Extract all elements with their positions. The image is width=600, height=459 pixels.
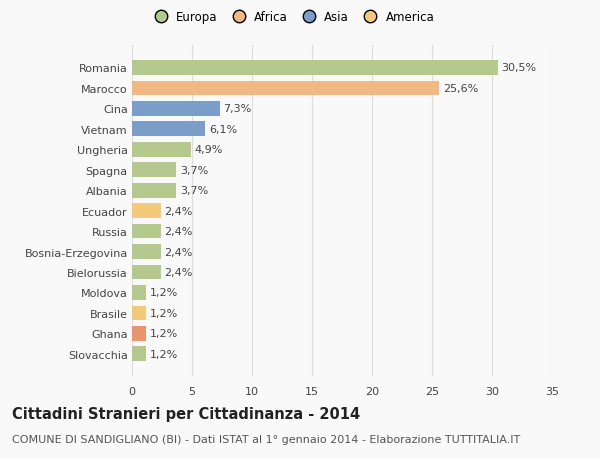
Bar <box>132 122 205 137</box>
Bar <box>132 143 191 157</box>
Text: 1,2%: 1,2% <box>150 288 178 298</box>
Legend: Europa, Africa, Asia, America: Europa, Africa, Asia, America <box>144 6 439 28</box>
Text: 25,6%: 25,6% <box>443 84 478 94</box>
Bar <box>132 184 176 198</box>
Text: 30,5%: 30,5% <box>502 63 537 73</box>
Text: 2,4%: 2,4% <box>164 268 193 277</box>
Bar <box>132 102 220 117</box>
Text: 3,7%: 3,7% <box>180 165 208 175</box>
Bar <box>132 347 146 361</box>
Text: 1,2%: 1,2% <box>150 349 178 359</box>
Text: 6,1%: 6,1% <box>209 124 237 134</box>
Text: Cittadini Stranieri per Cittadinanza - 2014: Cittadini Stranieri per Cittadinanza - 2… <box>12 406 360 421</box>
Text: 2,4%: 2,4% <box>164 206 193 216</box>
Bar <box>132 61 498 76</box>
Bar <box>132 81 439 96</box>
Text: 7,3%: 7,3% <box>223 104 251 114</box>
Bar <box>132 204 161 218</box>
Bar <box>132 245 161 259</box>
Text: 2,4%: 2,4% <box>164 227 193 236</box>
Text: 1,2%: 1,2% <box>150 329 178 339</box>
Text: 1,2%: 1,2% <box>150 308 178 318</box>
Text: COMUNE DI SANDIGLIANO (BI) - Dati ISTAT al 1° gennaio 2014 - Elaborazione TUTTIT: COMUNE DI SANDIGLIANO (BI) - Dati ISTAT … <box>12 434 520 444</box>
Text: 2,4%: 2,4% <box>164 247 193 257</box>
Bar <box>132 224 161 239</box>
Text: 3,7%: 3,7% <box>180 186 208 196</box>
Bar <box>132 326 146 341</box>
Bar <box>132 285 146 300</box>
Text: 4,9%: 4,9% <box>194 145 223 155</box>
Bar <box>132 163 176 178</box>
Bar <box>132 306 146 320</box>
Bar <box>132 265 161 280</box>
